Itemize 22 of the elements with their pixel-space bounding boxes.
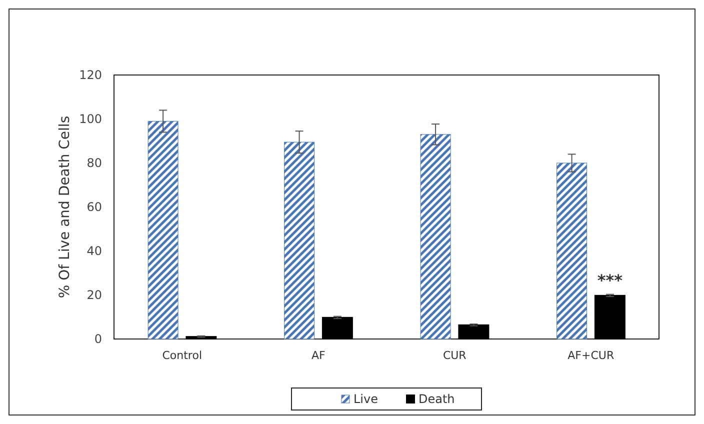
bar bbox=[556, 162, 588, 340]
x-tick-label: Control bbox=[162, 349, 202, 362]
x-tick-label: CUR bbox=[442, 349, 467, 362]
y-tick-label: 20 bbox=[86, 288, 102, 302]
y-tick-label: 0 bbox=[94, 332, 102, 346]
bar bbox=[148, 120, 178, 340]
bar bbox=[284, 142, 315, 340]
y-tick-label: 100 bbox=[79, 112, 102, 126]
annotation: *** bbox=[597, 271, 624, 290]
x-tick-label: AF bbox=[311, 349, 326, 362]
bar bbox=[420, 134, 451, 340]
bar bbox=[458, 324, 490, 340]
y-tick-label: 60 bbox=[86, 200, 102, 214]
y-tick-label: 80 bbox=[86, 156, 102, 170]
x-tick-label: AF+CUR bbox=[568, 349, 614, 362]
legend-label: Death bbox=[418, 392, 455, 406]
bar bbox=[594, 294, 626, 340]
bar bbox=[322, 316, 353, 340]
legend-label: Live bbox=[354, 392, 378, 406]
y-tick-label: 120 bbox=[79, 68, 102, 82]
y-tick-label: 40 bbox=[86, 244, 102, 258]
y-axis-title: % Of Live and Death Cells bbox=[57, 116, 73, 298]
